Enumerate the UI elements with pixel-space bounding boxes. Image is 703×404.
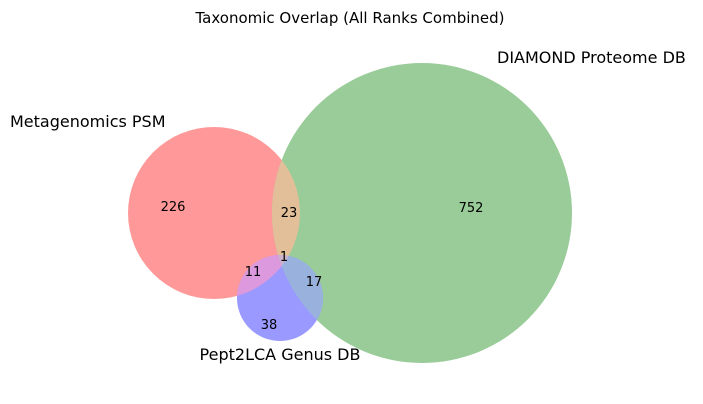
count-metagenomics-only: 226: [161, 200, 186, 215]
set-label-diamond: DIAMOND Proteome DB: [497, 48, 686, 67]
count-metagenomics-pept2lca: 11: [245, 265, 262, 280]
count-all-three: 1: [280, 250, 288, 265]
set-circle-metagenomics: [128, 127, 300, 299]
count-pept2lca-only: 38: [261, 318, 278, 333]
count-diamond-pept2lca: 17: [306, 275, 323, 290]
set-label-metagenomics: Metagenomics PSM: [10, 112, 166, 131]
diagram-title: Taxonomic Overlap (All Ranks Combined): [194, 9, 504, 27]
set-label-pept2lca: Pept2LCA Genus DB: [200, 345, 361, 364]
count-diamond-only: 752: [459, 201, 484, 216]
count-metagenomics-diamond: 23: [281, 206, 298, 221]
set-circle-diamond: [272, 63, 572, 363]
